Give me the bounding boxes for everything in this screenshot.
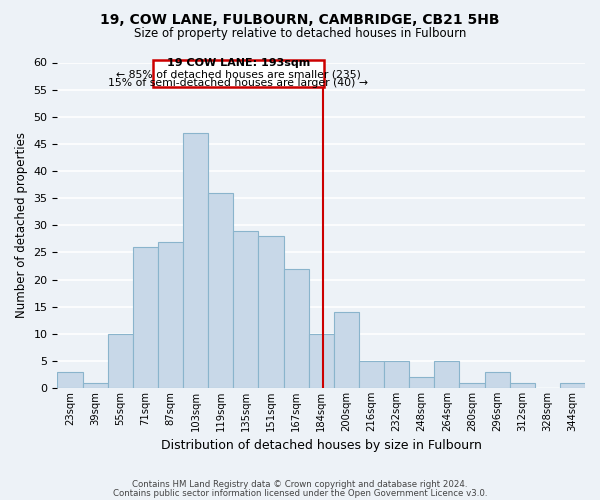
Bar [334, 312, 359, 388]
Bar [308, 334, 334, 388]
Bar [233, 230, 259, 388]
Bar [158, 242, 183, 388]
Text: 19, COW LANE, FULBOURN, CAMBRIDGE, CB21 5HB: 19, COW LANE, FULBOURN, CAMBRIDGE, CB21 … [100, 12, 500, 26]
Bar [183, 133, 208, 388]
Bar [434, 361, 460, 388]
Bar [409, 377, 434, 388]
Bar [485, 372, 509, 388]
Bar [509, 382, 535, 388]
Bar [208, 192, 233, 388]
Y-axis label: Number of detached properties: Number of detached properties [15, 132, 28, 318]
Bar [259, 236, 284, 388]
Bar [107, 334, 133, 388]
Text: Contains HM Land Registry data © Crown copyright and database right 2024.: Contains HM Land Registry data © Crown c… [132, 480, 468, 489]
Bar [560, 382, 585, 388]
FancyBboxPatch shape [153, 60, 324, 87]
Bar [58, 372, 83, 388]
X-axis label: Distribution of detached houses by size in Fulbourn: Distribution of detached houses by size … [161, 440, 482, 452]
Text: 19 COW LANE: 193sqm: 19 COW LANE: 193sqm [167, 58, 310, 68]
Bar [460, 382, 485, 388]
Text: ← 85% of detached houses are smaller (235): ← 85% of detached houses are smaller (23… [116, 70, 361, 80]
Bar [384, 361, 409, 388]
Bar [284, 268, 308, 388]
Bar [359, 361, 384, 388]
Text: 15% of semi-detached houses are larger (40) →: 15% of semi-detached houses are larger (… [109, 78, 368, 88]
Bar [83, 382, 107, 388]
Text: Size of property relative to detached houses in Fulbourn: Size of property relative to detached ho… [134, 28, 466, 40]
Bar [133, 247, 158, 388]
Text: Contains public sector information licensed under the Open Government Licence v3: Contains public sector information licen… [113, 488, 487, 498]
